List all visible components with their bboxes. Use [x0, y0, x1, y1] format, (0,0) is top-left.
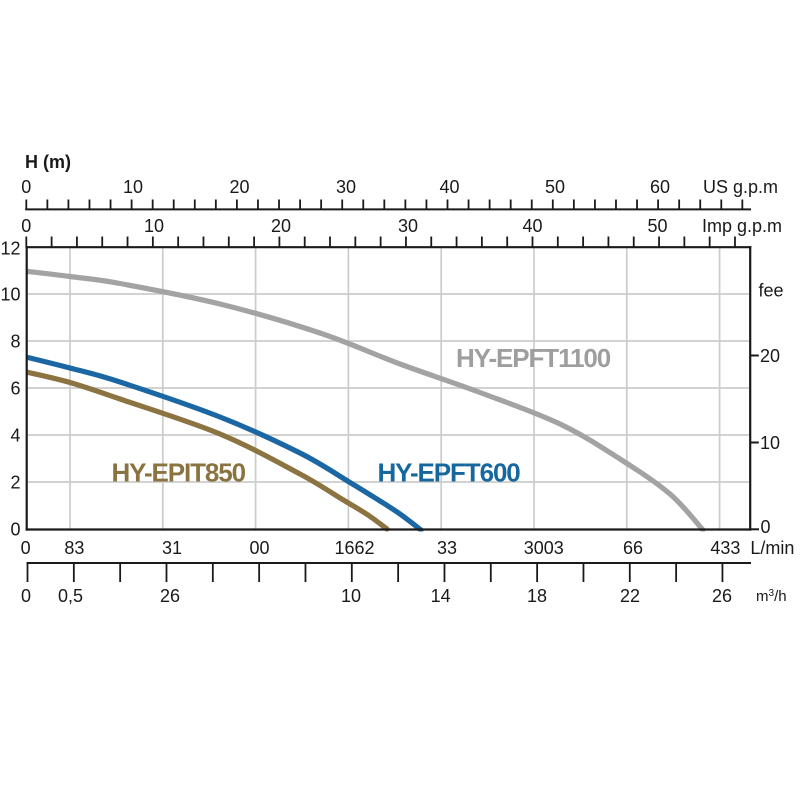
svg-text:8: 8: [10, 331, 20, 351]
svg-text:40: 40: [522, 216, 542, 236]
svg-text:10: 10: [760, 433, 780, 453]
svg-text:30: 30: [336, 177, 356, 197]
svg-text:0,5: 0,5: [58, 586, 83, 606]
svg-text:10: 10: [0, 284, 20, 304]
svg-text:33: 33: [437, 538, 457, 558]
svg-text:00: 00: [249, 538, 269, 558]
svg-text:18: 18: [527, 586, 547, 606]
svg-text:0: 0: [21, 177, 31, 197]
svg-text:0: 0: [10, 519, 20, 539]
svg-text:fee: fee: [759, 281, 784, 301]
svg-text:14: 14: [431, 586, 451, 606]
svg-text:40: 40: [439, 177, 459, 197]
svg-text:0: 0: [21, 216, 31, 236]
svg-text:m3/h: m3/h: [756, 588, 787, 606]
svg-text:0: 0: [761, 517, 771, 537]
svg-text:20: 20: [271, 216, 291, 236]
svg-text:0: 0: [21, 538, 31, 558]
svg-text:HY-EPFT1100: HY-EPFT1100: [456, 343, 611, 373]
svg-text:10: 10: [341, 586, 361, 606]
svg-text:HY-EPIT850: HY-EPIT850: [112, 458, 246, 488]
svg-text:60: 60: [650, 177, 670, 197]
svg-text:20: 20: [229, 177, 249, 197]
svg-text:26: 26: [712, 586, 732, 606]
svg-text:31: 31: [162, 538, 182, 558]
svg-text:26: 26: [160, 586, 180, 606]
svg-text:433: 433: [710, 538, 740, 558]
svg-text:6: 6: [10, 378, 20, 398]
svg-text:50: 50: [545, 177, 565, 197]
svg-text:30: 30: [398, 216, 418, 236]
svg-text:Imp g.p.m: Imp g.p.m: [702, 216, 782, 236]
svg-text:US g.p.m: US g.p.m: [703, 177, 778, 197]
svg-text:66: 66: [623, 538, 643, 558]
svg-text:20: 20: [760, 346, 780, 366]
svg-text:HY-EPFT600: HY-EPFT600: [378, 458, 521, 488]
svg-text:0: 0: [21, 586, 31, 606]
svg-text:83: 83: [64, 538, 84, 558]
svg-text:3003: 3003: [524, 538, 564, 558]
svg-text:50: 50: [647, 216, 667, 236]
svg-text:10: 10: [144, 216, 164, 236]
svg-text:10: 10: [123, 177, 143, 197]
svg-text:L/min: L/min: [750, 538, 794, 558]
svg-text:H (m): H (m): [25, 152, 71, 172]
svg-text:22: 22: [620, 586, 640, 606]
svg-text:2: 2: [10, 472, 20, 492]
svg-text:1662: 1662: [334, 538, 374, 558]
svg-text:12: 12: [0, 238, 20, 258]
svg-text:4: 4: [10, 425, 20, 445]
